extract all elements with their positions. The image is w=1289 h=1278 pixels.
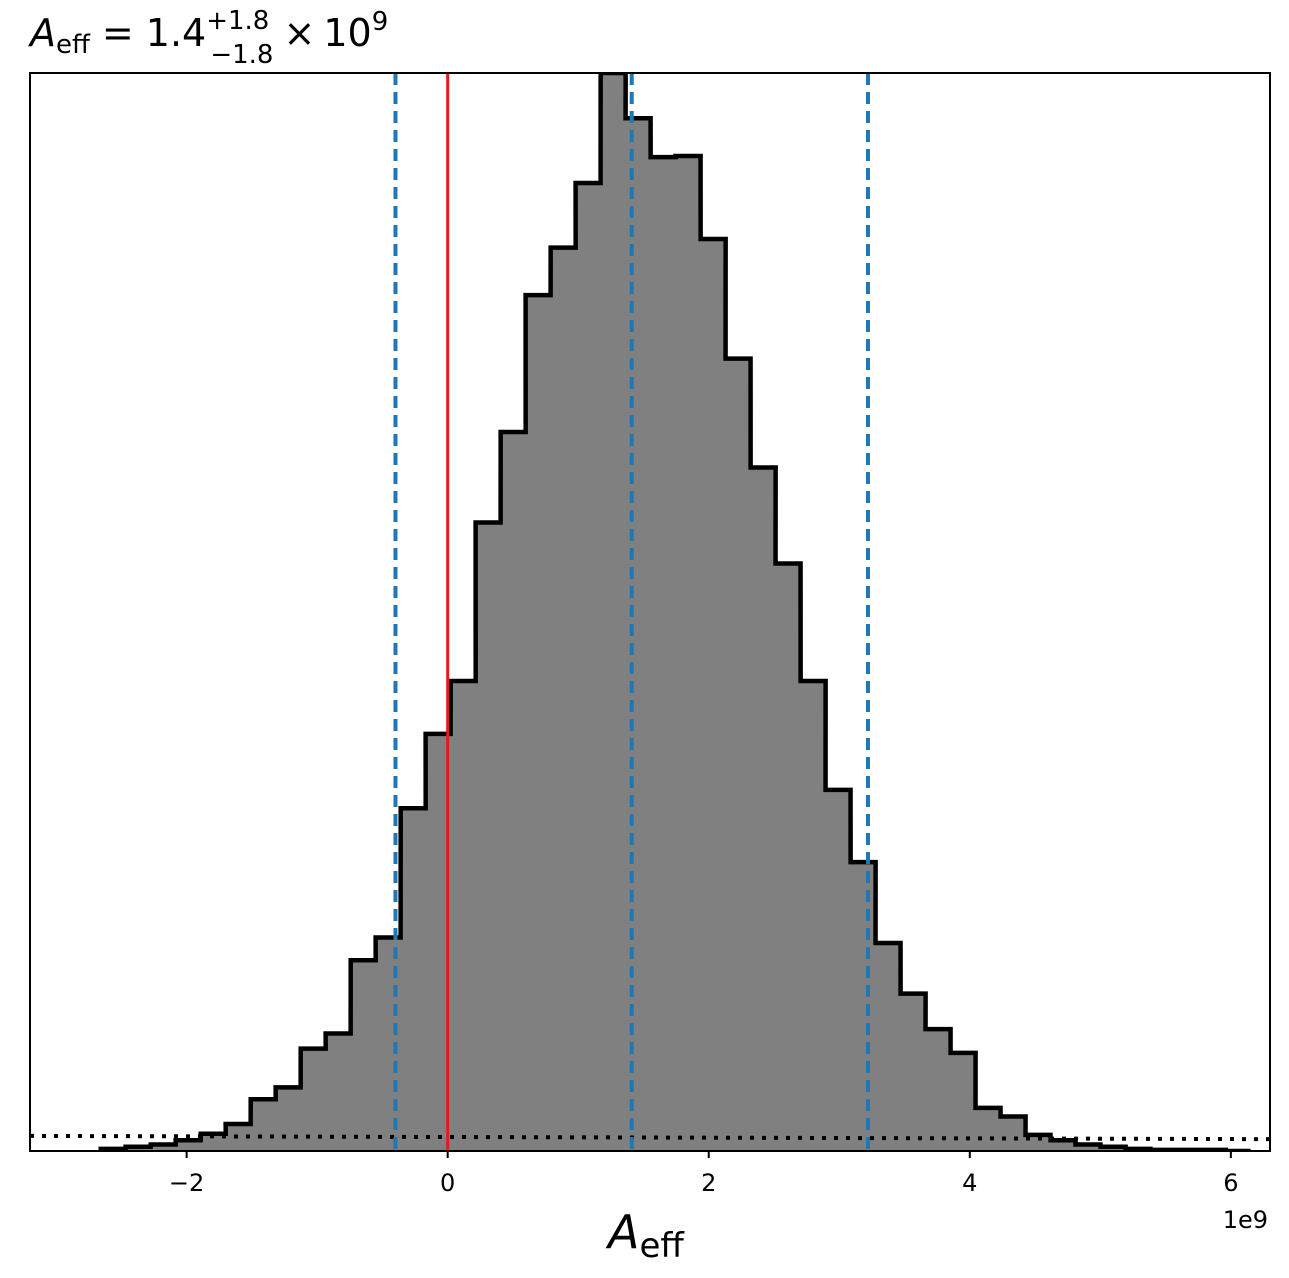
histogram-bar <box>650 157 677 1151</box>
histogram-bar <box>775 563 802 1151</box>
x-tick-label: −2 <box>169 1169 204 1197</box>
x-tick-label: 4 <box>962 1169 977 1197</box>
histogram-bar <box>1075 1144 1102 1151</box>
title-exponent: 9 <box>372 7 389 37</box>
histogram-bar <box>575 182 602 1151</box>
title-equals: = <box>102 11 134 55</box>
x-axis-offset-label: 1e9 <box>1223 1206 1268 1234</box>
histogram-bar <box>625 118 652 1151</box>
title-lower-error: −1.8 <box>210 40 273 70</box>
histogram-bar <box>975 1107 1002 1151</box>
x-axis-label-subscript: eff <box>639 1226 685 1266</box>
plot-area <box>30 73 1270 1151</box>
histogram-bar <box>150 1144 177 1151</box>
x-axis-label-symbol: A <box>605 1205 639 1259</box>
histogram-bar <box>725 358 752 1151</box>
histogram-bar <box>800 680 827 1151</box>
histogram-bar <box>600 73 627 1151</box>
title-upper-error: +1.8 <box>206 6 269 36</box>
histogram-bar <box>525 295 552 1151</box>
histogram-bar <box>325 1033 352 1151</box>
histogram-bar <box>750 467 777 1151</box>
histogram-bar <box>275 1087 302 1151</box>
histogram-bar <box>925 1029 952 1151</box>
histogram-bar <box>200 1133 227 1151</box>
histogram-bar <box>350 960 377 1151</box>
histogram-bar <box>900 993 927 1151</box>
x-tick-label: 6 <box>1223 1169 1238 1197</box>
histogram-bar <box>875 942 902 1151</box>
histogram-bar <box>1000 1116 1027 1151</box>
histogram-bar <box>300 1048 327 1151</box>
axes-frame <box>29 72 1271 1152</box>
histogram-bar <box>950 1052 977 1151</box>
histogram-bar <box>825 789 852 1151</box>
histogram-bar <box>675 156 702 1151</box>
x-tick-label: 0 <box>440 1169 455 1197</box>
histogram-bar <box>1050 1140 1077 1151</box>
histogram-bar <box>175 1140 202 1151</box>
histogram-bar <box>250 1099 277 1151</box>
x-tick-label: 2 <box>701 1169 716 1197</box>
histogram-bar <box>400 808 427 1151</box>
histogram-bar <box>550 247 577 1151</box>
title-value: 1.4 <box>146 11 206 55</box>
prior-dotted-line <box>30 1133 1270 1142</box>
chart-title: Aeff = 1.4+1.8 −1.8 × 109 <box>27 6 388 70</box>
title-times: × <box>283 11 315 55</box>
histogram-bar <box>700 239 727 1151</box>
x-axis-ticks: −2 0 2 4 6 <box>169 1151 1238 1197</box>
title-base: 10 <box>323 11 371 55</box>
histogram-bar <box>1025 1134 1052 1151</box>
title-symbol: A <box>27 11 56 55</box>
histogram-bar <box>475 522 502 1151</box>
histogram-bar <box>850 862 877 1151</box>
histogram-bar <box>450 680 477 1151</box>
title-subscript: eff <box>56 30 91 60</box>
histogram-bar <box>500 431 527 1151</box>
x-axis-label: Aeff <box>605 1205 685 1266</box>
